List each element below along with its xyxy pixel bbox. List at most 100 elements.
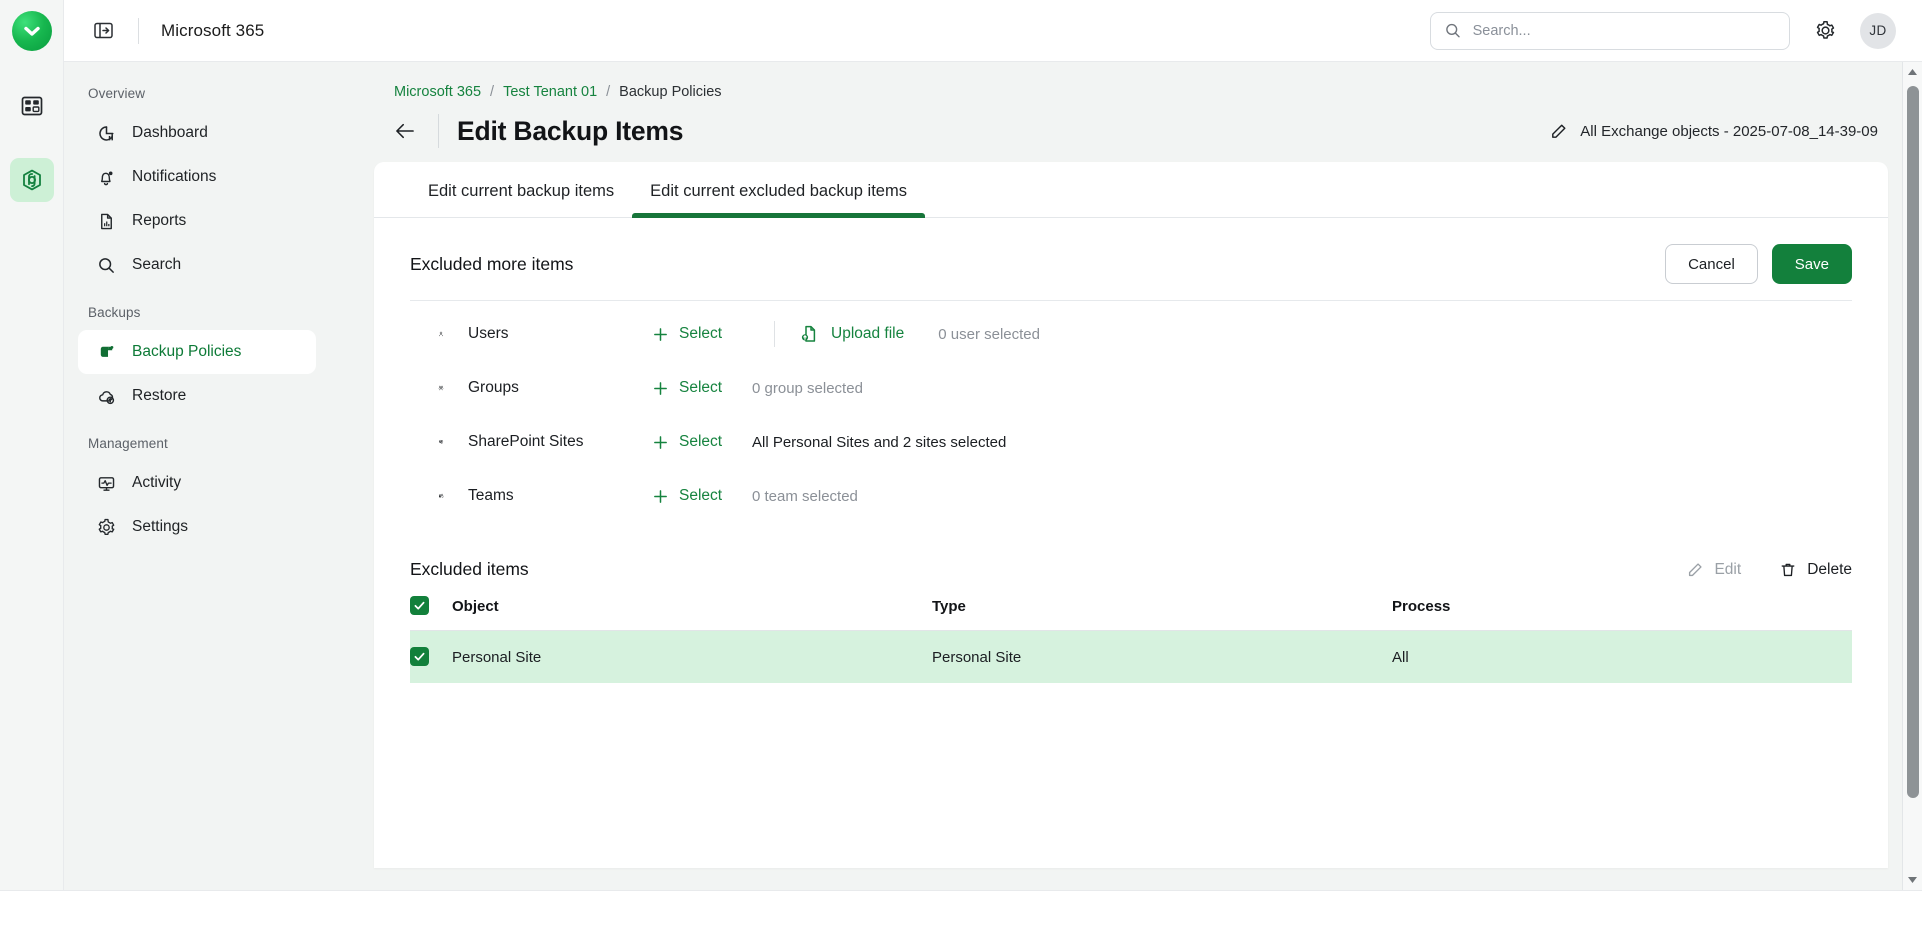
nav-group-management: Management Activity bbox=[64, 436, 340, 549]
row-checkbox[interactable] bbox=[410, 647, 429, 666]
breadcrumb-item-test-tenant-01[interactable]: Test Tenant 01 bbox=[503, 84, 598, 100]
nav-group-overview: Overview Dashboard bbox=[64, 86, 340, 287]
row-label: Groups bbox=[468, 379, 519, 396]
policy-name-edit[interactable]: All Exchange objects - 2025-07-08_14-39-… bbox=[1549, 122, 1878, 141]
sidebar-item-label: Restore bbox=[132, 387, 187, 404]
select-label: Select bbox=[679, 433, 723, 450]
breadcrumb-separator: / bbox=[490, 84, 495, 100]
breadcrumb-separator: / bbox=[606, 84, 611, 100]
page-title: Edit Backup Items bbox=[457, 115, 684, 146]
groups-icon bbox=[410, 378, 444, 398]
column-header-type[interactable]: Type bbox=[932, 580, 1392, 631]
policy-scroll-icon bbox=[96, 342, 116, 362]
back-button[interactable] bbox=[388, 114, 422, 148]
sidebar-item-activity[interactable]: Activity bbox=[78, 461, 316, 505]
tab-bar: Edit current backup items Edit current e… bbox=[374, 162, 1888, 218]
row-users: Users Select bbox=[410, 307, 1852, 361]
top-bar-right: JD bbox=[1430, 11, 1922, 50]
scroll-up-button[interactable] bbox=[1907, 62, 1918, 82]
arrow-left-icon bbox=[396, 123, 414, 139]
vertical-scrollbar[interactable] bbox=[1902, 62, 1922, 890]
table-header-row: Object Type Process bbox=[410, 580, 1852, 631]
pie-chart-icon bbox=[96, 123, 116, 143]
select-users-button[interactable]: Select bbox=[652, 325, 752, 343]
plus-icon bbox=[654, 381, 667, 395]
sidebar-item-label: Dashboard bbox=[132, 124, 208, 141]
sidebar-item-notifications[interactable]: Notifications bbox=[78, 155, 316, 199]
rail-item-microsoft-365[interactable] bbox=[9, 158, 54, 202]
sidebar-item-label: Reports bbox=[132, 212, 187, 229]
caret-up-icon bbox=[1908, 69, 1917, 75]
cloud-restore-icon bbox=[96, 386, 116, 406]
scrollbar-thumb[interactable] bbox=[1907, 86, 1919, 798]
row-groups: Groups Select 0 group selected bbox=[410, 361, 1852, 415]
header-divider bbox=[138, 17, 139, 44]
sidebar-item-dashboard[interactable]: Dashboard bbox=[78, 111, 316, 155]
sidebar-item-restore[interactable]: Restore bbox=[78, 374, 316, 418]
sidebar-item-label: Backup Policies bbox=[132, 343, 242, 360]
row-label: Users bbox=[468, 325, 509, 342]
section-actions: Cancel Save bbox=[1665, 244, 1852, 284]
column-header-process[interactable]: Process bbox=[1392, 580, 1852, 631]
panel-toggle-icon[interactable] bbox=[86, 14, 120, 48]
sidebar-item-settings[interactable]: Settings bbox=[78, 505, 316, 549]
sidebar-item-label: Notifications bbox=[132, 168, 217, 185]
report-document-icon bbox=[96, 211, 116, 231]
select-groups-button[interactable]: Select bbox=[652, 379, 752, 397]
cell-process: All bbox=[1392, 630, 1852, 683]
select-label: Select bbox=[679, 325, 723, 342]
row-sharepoint-sites: S SharePoint Sites Select All Personal S… bbox=[410, 415, 1852, 469]
edit-backup-items-card: Edit current backup items Edit current e… bbox=[374, 162, 1888, 868]
sidebar-item-search[interactable]: Search bbox=[78, 243, 316, 287]
scrollbar-track[interactable] bbox=[1903, 82, 1922, 870]
sidebar-item-reports[interactable]: Reports bbox=[78, 199, 316, 243]
search-icon bbox=[1446, 23, 1460, 38]
excluded-items-header: Excluded items Edit Delete bbox=[374, 523, 1888, 580]
breadcrumb-item-microsoft-365[interactable]: Microsoft 365 bbox=[394, 84, 482, 100]
m365-hexagon-icon bbox=[22, 169, 41, 191]
table-body: Personal Site Personal Site All bbox=[410, 630, 1852, 683]
table-row[interactable]: Personal Site Personal Site All bbox=[410, 630, 1852, 683]
page-header: Edit Backup Items All Exchange objects -… bbox=[374, 114, 1888, 148]
header-divider bbox=[438, 114, 439, 148]
edit-button[interactable]: Edit bbox=[1686, 561, 1741, 579]
select-sharepoint-sites-button[interactable]: Select bbox=[652, 433, 752, 451]
pencil-icon bbox=[1552, 124, 1566, 138]
trash-icon bbox=[1781, 563, 1795, 576]
tab-edit-current-backup-items[interactable]: Edit current backup items bbox=[428, 182, 615, 200]
nav-group-backups: Backups Backup Policies bbox=[64, 305, 340, 418]
select-all-checkbox[interactable] bbox=[410, 596, 429, 615]
select-teams-button[interactable]: Select bbox=[652, 487, 752, 505]
chevron-down-icon bbox=[23, 26, 40, 36]
gear-icon[interactable] bbox=[1808, 14, 1842, 48]
column-header-object[interactable]: Object bbox=[452, 580, 932, 631]
sidebar-item-label: Activity bbox=[132, 474, 182, 491]
brand-title: Microsoft 365 bbox=[161, 20, 265, 40]
upload-label: Upload file bbox=[831, 325, 905, 342]
nav-group-label: Overview bbox=[88, 86, 146, 101]
sidebar: Overview Dashboard bbox=[64, 62, 340, 890]
tab-edit-current-excluded-backup-items[interactable]: Edit current excluded backup items bbox=[632, 162, 925, 218]
caret-down-icon bbox=[1908, 877, 1917, 883]
cell-object: Personal Site bbox=[452, 630, 932, 683]
scroll-down-button[interactable] bbox=[1907, 870, 1918, 890]
chevron-down-circle-logo[interactable] bbox=[11, 10, 52, 51]
save-button[interactable]: Save bbox=[1771, 244, 1852, 284]
rail-item-dashboard-grid[interactable] bbox=[10, 84, 54, 128]
avatar[interactable]: JD bbox=[1860, 12, 1896, 49]
row-label: SharePoint Sites bbox=[468, 433, 584, 450]
upload-file-button[interactable]: Upload file bbox=[799, 324, 904, 344]
footer-strip bbox=[0, 890, 1922, 948]
teams-selected-count: 0 team selected bbox=[752, 487, 858, 505]
sidebar-item-backup-policies[interactable]: Backup Policies bbox=[78, 330, 316, 374]
nav-group-label: Management bbox=[88, 436, 168, 451]
cancel-button[interactable]: Cancel bbox=[1665, 244, 1758, 284]
plus-icon bbox=[654, 489, 667, 503]
policy-name: All Exchange objects - 2025-07-08_14-39-… bbox=[1580, 122, 1878, 140]
activity-monitor-icon bbox=[96, 473, 116, 493]
delete-button[interactable]: Delete bbox=[1779, 561, 1852, 579]
search-input[interactable] bbox=[1472, 22, 1775, 39]
app-logo-cell bbox=[0, 0, 64, 62]
svg-text:S: S bbox=[440, 441, 441, 443]
global-search[interactable] bbox=[1430, 11, 1790, 50]
